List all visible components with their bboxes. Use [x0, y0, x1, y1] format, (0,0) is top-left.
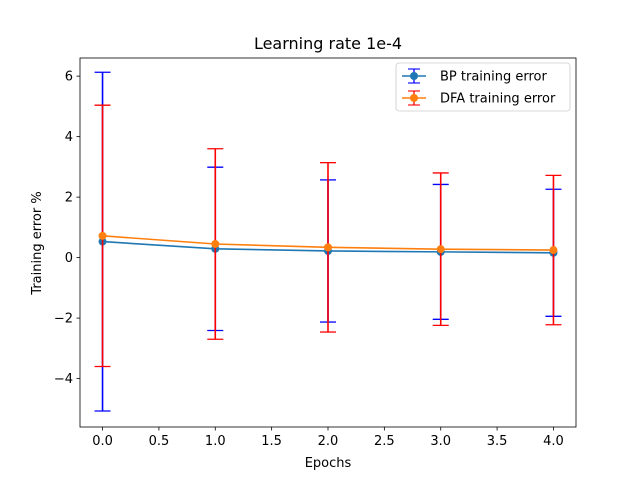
- x-tick-label: 4.0: [543, 434, 564, 449]
- x-tick-label: 3.5: [487, 434, 508, 449]
- data-point: [211, 240, 220, 249]
- legend: BP training error DFA training error: [395, 62, 571, 112]
- y-tick-label: 4: [65, 130, 73, 145]
- y-tick-label: −4: [54, 372, 73, 387]
- x-tick-label: 3.0: [430, 434, 451, 449]
- plot-area: 0.0 0.5 1.0 1.5 2.0 2.5 3.0 3.5 4.0 −4 −2 0 2 4 6 BP tr…: [54, 57, 577, 449]
- legend-label: DFA training error: [440, 92, 556, 107]
- y-tick-label: 6: [65, 70, 73, 85]
- x-tick-label: 1.5: [261, 434, 282, 449]
- y-tick-label: 2: [65, 191, 73, 206]
- y-axis-title: Training error %: [30, 191, 45, 295]
- data-point: [324, 243, 332, 252]
- data-point: [98, 231, 107, 240]
- y-tick-label: 0: [65, 251, 73, 266]
- data-point: [436, 245, 445, 254]
- x-tick-label: 0.5: [149, 434, 170, 449]
- series-dfa: [94, 104, 562, 368]
- x-tick-label: 2.0: [318, 434, 339, 449]
- x-tick-label: 2.5: [374, 434, 395, 449]
- y-tick-label: −2: [54, 312, 73, 327]
- legend-label: BP training error: [440, 70, 548, 85]
- chart-title: Learning rate 1e-4: [254, 34, 402, 53]
- x-tick-label: 0.0: [92, 434, 113, 449]
- x-tick-label: 1.0: [205, 434, 226, 449]
- x-axis-title: Epochs: [305, 456, 352, 471]
- legend-box: [395, 62, 571, 112]
- legend-marker: [410, 94, 418, 102]
- legend-marker: [410, 72, 418, 80]
- data-point: [549, 246, 558, 255]
